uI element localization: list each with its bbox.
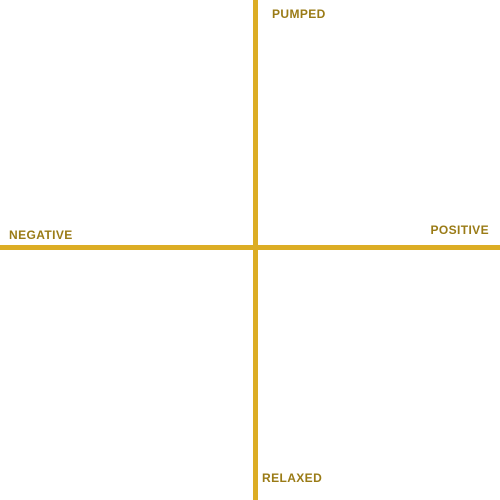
axis-label-bottom: RELAXED (262, 471, 323, 485)
horizontal-axis (0, 245, 500, 250)
axis-label-right: POSITIVE (430, 223, 489, 237)
axis-label-top: PUMPED (272, 7, 326, 21)
vertical-axis (253, 0, 258, 500)
axis-label-left: NEGATIVE (9, 228, 73, 242)
